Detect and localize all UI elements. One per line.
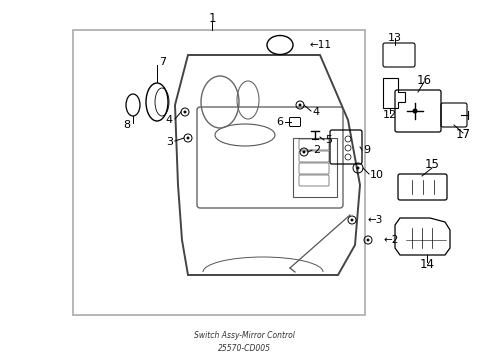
- Circle shape: [356, 167, 359, 169]
- Circle shape: [366, 239, 368, 241]
- Text: 5: 5: [325, 135, 331, 145]
- Text: ←2: ←2: [382, 235, 398, 245]
- Text: 13: 13: [387, 33, 401, 43]
- Text: ←11: ←11: [309, 40, 331, 50]
- Bar: [73, 30, 364, 315]
- Circle shape: [350, 219, 352, 221]
- Text: 17: 17: [454, 129, 469, 141]
- Text: 15: 15: [424, 158, 439, 171]
- Text: 6: 6: [275, 117, 283, 127]
- Circle shape: [412, 108, 417, 113]
- Text: ←3: ←3: [366, 215, 382, 225]
- Text: 4: 4: [165, 115, 173, 125]
- Text: 7: 7: [159, 57, 166, 67]
- Text: 12: 12: [382, 110, 396, 120]
- Text: 14: 14: [419, 258, 434, 271]
- Text: 4: 4: [311, 107, 319, 117]
- Circle shape: [186, 137, 189, 139]
- Text: Switch Assy-Mirror Control
25570-CD005: Switch Assy-Mirror Control 25570-CD005: [193, 331, 294, 353]
- Circle shape: [298, 104, 301, 106]
- Circle shape: [183, 111, 186, 113]
- Text: 3: 3: [165, 137, 173, 147]
- Text: 10: 10: [369, 170, 383, 180]
- Circle shape: [302, 151, 305, 153]
- Text: 8: 8: [123, 120, 130, 130]
- Text: 1: 1: [208, 12, 215, 24]
- Text: 16: 16: [416, 73, 430, 86]
- Text: 9: 9: [362, 145, 369, 155]
- Text: 2: 2: [312, 145, 320, 155]
